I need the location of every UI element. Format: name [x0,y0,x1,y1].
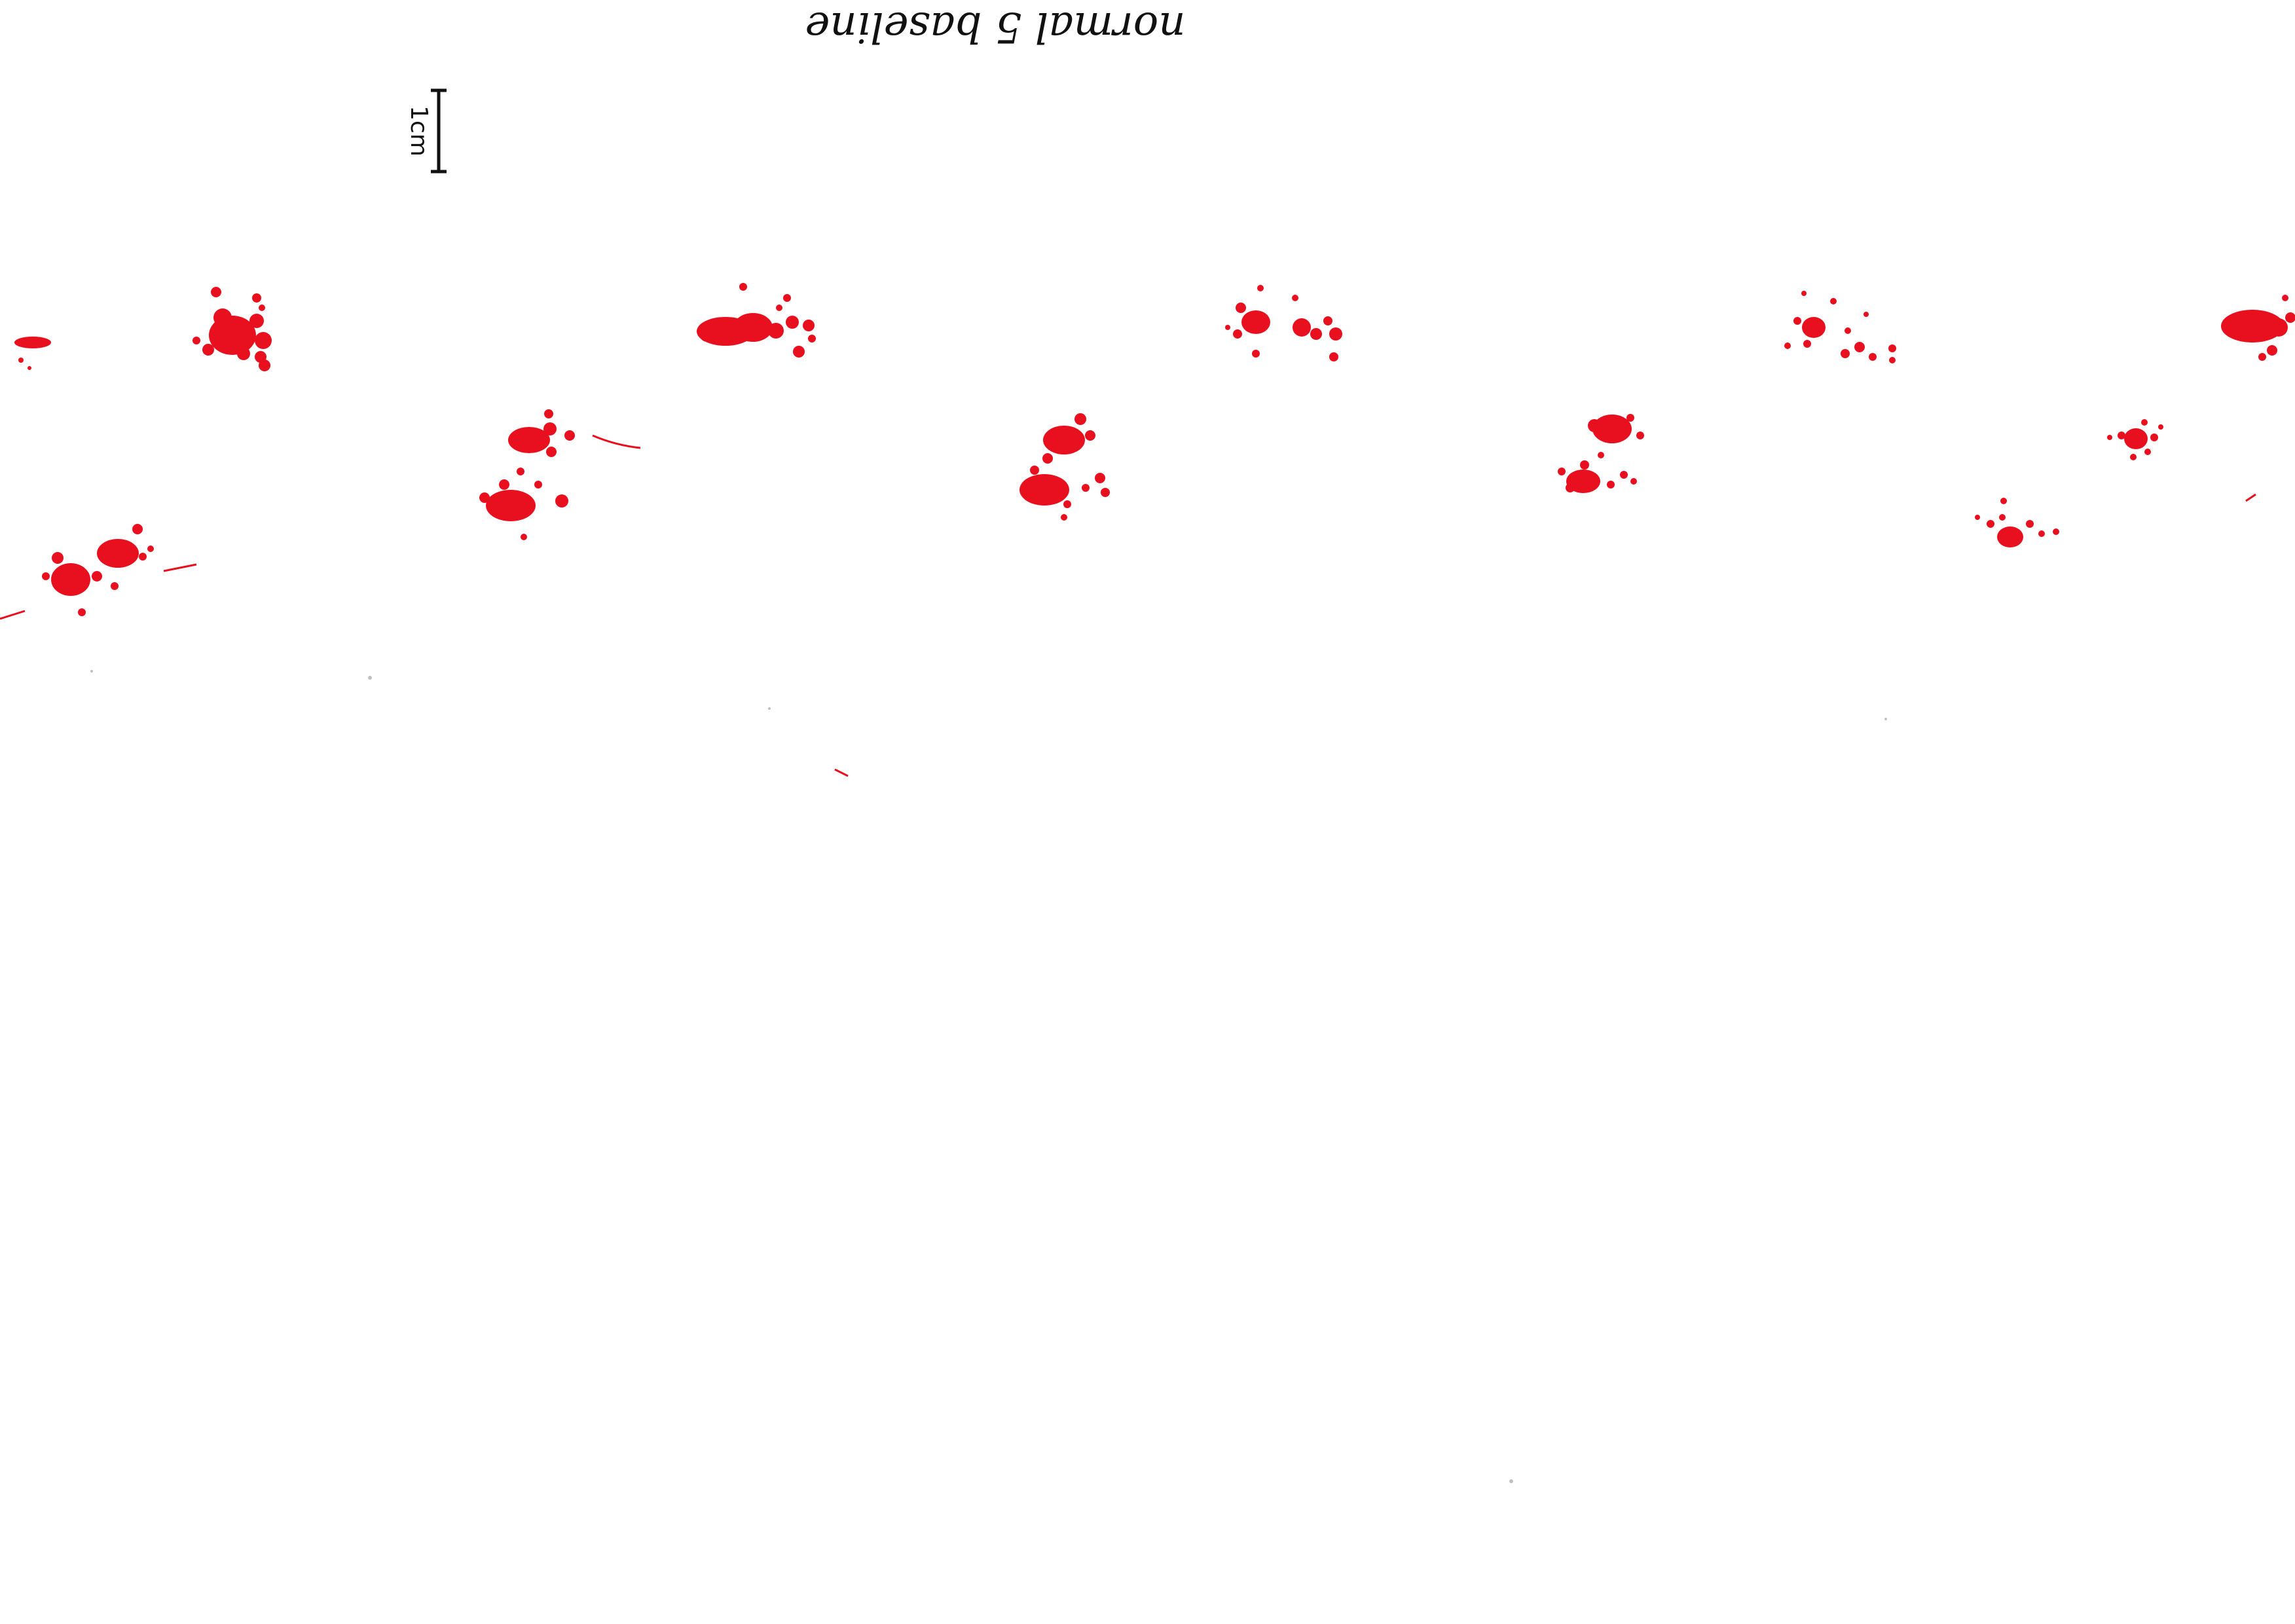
scale-bar-label: 1cm [405,105,432,157]
footprint-print [1225,285,1342,361]
footprint-print [1019,413,1110,521]
footprint-print [14,337,51,370]
footprint-print [42,524,154,616]
handwritten-label-group: normal 5 baseline [805,3,1186,51]
scan-dust-specks [90,670,1887,1483]
footprint-print [1784,291,1896,363]
stray-ink-marks [0,434,2256,777]
footprint-print [1558,414,1644,493]
footprint-print [479,409,575,540]
footprint-print [2107,419,2163,460]
footprint-row-lower [42,409,2163,616]
handwritten-label: normal 5 baseline [805,3,1186,51]
scale-bar: 1cm [405,88,447,174]
footprint-row-upper [14,283,2295,371]
footprint-print [193,287,272,371]
footprint-print [2221,295,2295,361]
footprint-print [1975,498,2059,547]
footprint-print [697,283,816,358]
